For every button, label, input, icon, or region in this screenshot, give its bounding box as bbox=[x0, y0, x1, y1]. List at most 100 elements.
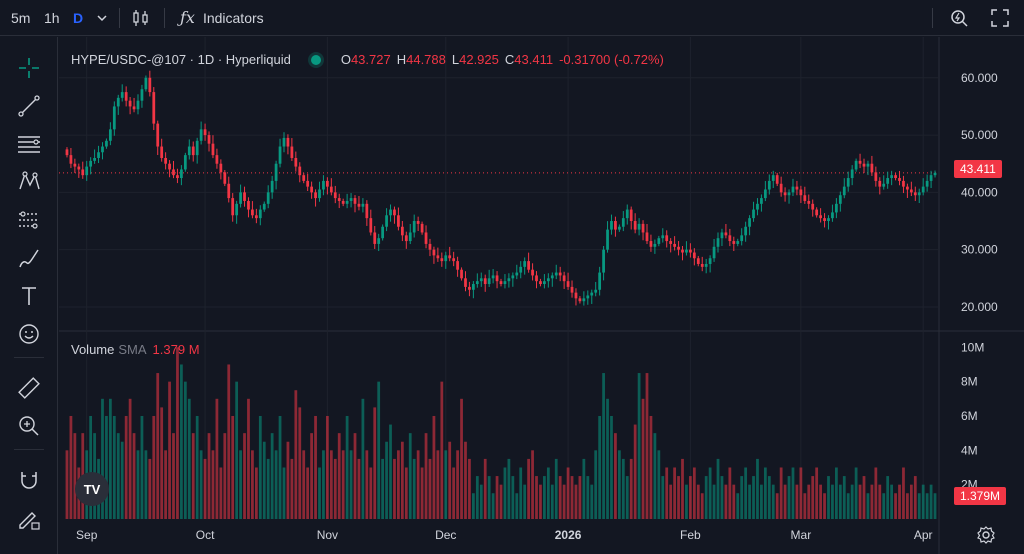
interval-d-button[interactable]: D bbox=[73, 10, 84, 26]
forecast-icon[interactable] bbox=[14, 205, 44, 235]
change-value: -0.31700 (-0.72%) bbox=[559, 52, 664, 67]
volume-bar bbox=[799, 467, 803, 519]
volume-bar bbox=[610, 415, 613, 519]
volume-bar bbox=[108, 398, 112, 519]
ruler-icon[interactable] bbox=[14, 373, 44, 403]
chart-area[interactable]: 60.000 50.000 40.000 30.000 20.000 2M 4M 6M 8M 10… bbox=[59, 37, 1024, 554]
volume-bar bbox=[112, 415, 116, 519]
gear-icon[interactable] bbox=[976, 525, 996, 545]
candle-body bbox=[164, 157, 167, 164]
candlestick-icon[interactable] bbox=[131, 8, 151, 28]
candle-body bbox=[704, 263, 708, 267]
volume-bar bbox=[906, 493, 909, 519]
fullscreen-icon[interactable] bbox=[990, 8, 1010, 28]
candle-body bbox=[578, 298, 582, 302]
volume-bar bbox=[625, 476, 629, 519]
candle-body bbox=[326, 180, 329, 187]
crosshair-icon[interactable] bbox=[14, 53, 44, 83]
volume-bar bbox=[322, 450, 325, 519]
tradingview-logo[interactable]: TV bbox=[75, 472, 109, 506]
symbol-title[interactable]: HYPE/USDC-@107 · 1D · Hyperliquid bbox=[71, 52, 291, 67]
volume-bar bbox=[933, 493, 937, 519]
volume-bar bbox=[274, 450, 278, 519]
candle-body bbox=[732, 241, 736, 244]
volume-bar bbox=[886, 476, 890, 519]
price-chart[interactable]: 60.00050.00040.00030.00020.0002M4M6M8M10… bbox=[59, 37, 1024, 554]
symbol-legend: HYPE/USDC-@107 · 1D · Hyperliquid O43.727… bbox=[71, 50, 664, 70]
trend-line-icon[interactable] bbox=[14, 91, 44, 121]
interval-5m-button[interactable]: 5m bbox=[11, 10, 31, 26]
volume-bar bbox=[732, 484, 736, 519]
volume-bar bbox=[397, 450, 400, 519]
candle-body bbox=[933, 172, 937, 176]
emoji-icon[interactable] bbox=[14, 319, 44, 349]
volume-bar bbox=[562, 484, 566, 519]
volume-bar bbox=[685, 484, 688, 519]
candle-body bbox=[562, 275, 566, 282]
quick-search-icon[interactable] bbox=[949, 8, 969, 28]
candle-body bbox=[862, 163, 866, 167]
volume-bar bbox=[566, 467, 570, 519]
candle-body bbox=[708, 258, 712, 264]
candle-body bbox=[700, 263, 704, 267]
lock-draw-icon[interactable] bbox=[14, 503, 44, 533]
interval-1h-button[interactable]: 1h bbox=[44, 10, 60, 26]
high-value: 44.788 bbox=[406, 52, 446, 67]
close-label: C bbox=[504, 52, 515, 67]
candle-body bbox=[483, 278, 487, 285]
candle-body bbox=[416, 221, 420, 224]
candle-body bbox=[215, 155, 219, 164]
candle-body bbox=[499, 281, 503, 285]
volume-bar bbox=[412, 458, 416, 519]
candle-body bbox=[389, 209, 392, 216]
candle-body bbox=[373, 232, 377, 244]
volume-bar bbox=[598, 415, 602, 519]
chevron-down-icon[interactable] bbox=[96, 8, 108, 28]
candle-body bbox=[527, 261, 531, 270]
volume-bar bbox=[239, 450, 242, 519]
volume-bar bbox=[483, 458, 487, 519]
candle-body bbox=[554, 272, 558, 276]
candle-body bbox=[322, 180, 325, 190]
text-icon[interactable] bbox=[14, 281, 44, 311]
candle-body bbox=[365, 203, 369, 219]
zoom-icon[interactable] bbox=[14, 411, 44, 441]
volume-bar bbox=[673, 467, 676, 519]
volume-bar bbox=[511, 476, 515, 519]
candle-body bbox=[594, 289, 598, 293]
candle-body bbox=[286, 137, 290, 147]
candle-body bbox=[894, 175, 897, 179]
candle-body bbox=[838, 195, 842, 204]
indicators-button[interactable]: ƒx Indicators bbox=[180, 8, 264, 28]
volume-bar bbox=[862, 476, 866, 519]
volume-bar bbox=[527, 458, 531, 519]
volume-bar bbox=[203, 458, 207, 519]
brush-icon[interactable] bbox=[14, 243, 44, 273]
candle-body bbox=[689, 249, 692, 253]
volume-bar bbox=[692, 467, 696, 519]
candle-body bbox=[274, 163, 278, 181]
candle-body bbox=[807, 200, 811, 204]
candles bbox=[65, 70, 937, 306]
magnet-icon[interactable] bbox=[14, 465, 44, 495]
volume-legend[interactable]: Volume SMA 1.379 M bbox=[71, 340, 200, 360]
candle-body bbox=[799, 189, 803, 196]
volume-bar bbox=[318, 467, 321, 519]
fib-icon[interactable] bbox=[14, 129, 44, 159]
open-label: O bbox=[340, 52, 351, 67]
candle-body bbox=[270, 180, 274, 193]
volume-bar bbox=[866, 493, 870, 519]
candle-body bbox=[262, 203, 266, 210]
candle-body bbox=[120, 92, 124, 98]
pattern-icon[interactable] bbox=[14, 167, 44, 197]
candle-body bbox=[278, 146, 282, 164]
candle-body bbox=[728, 235, 732, 242]
candle-body bbox=[550, 275, 554, 279]
volume-bar bbox=[921, 484, 925, 519]
candle-body bbox=[724, 232, 728, 236]
candle-body bbox=[345, 200, 349, 204]
time-tick-label: Mar bbox=[791, 528, 812, 542]
volume-bar bbox=[515, 493, 519, 519]
volume-bar bbox=[156, 373, 160, 519]
candle-body bbox=[93, 157, 96, 161]
